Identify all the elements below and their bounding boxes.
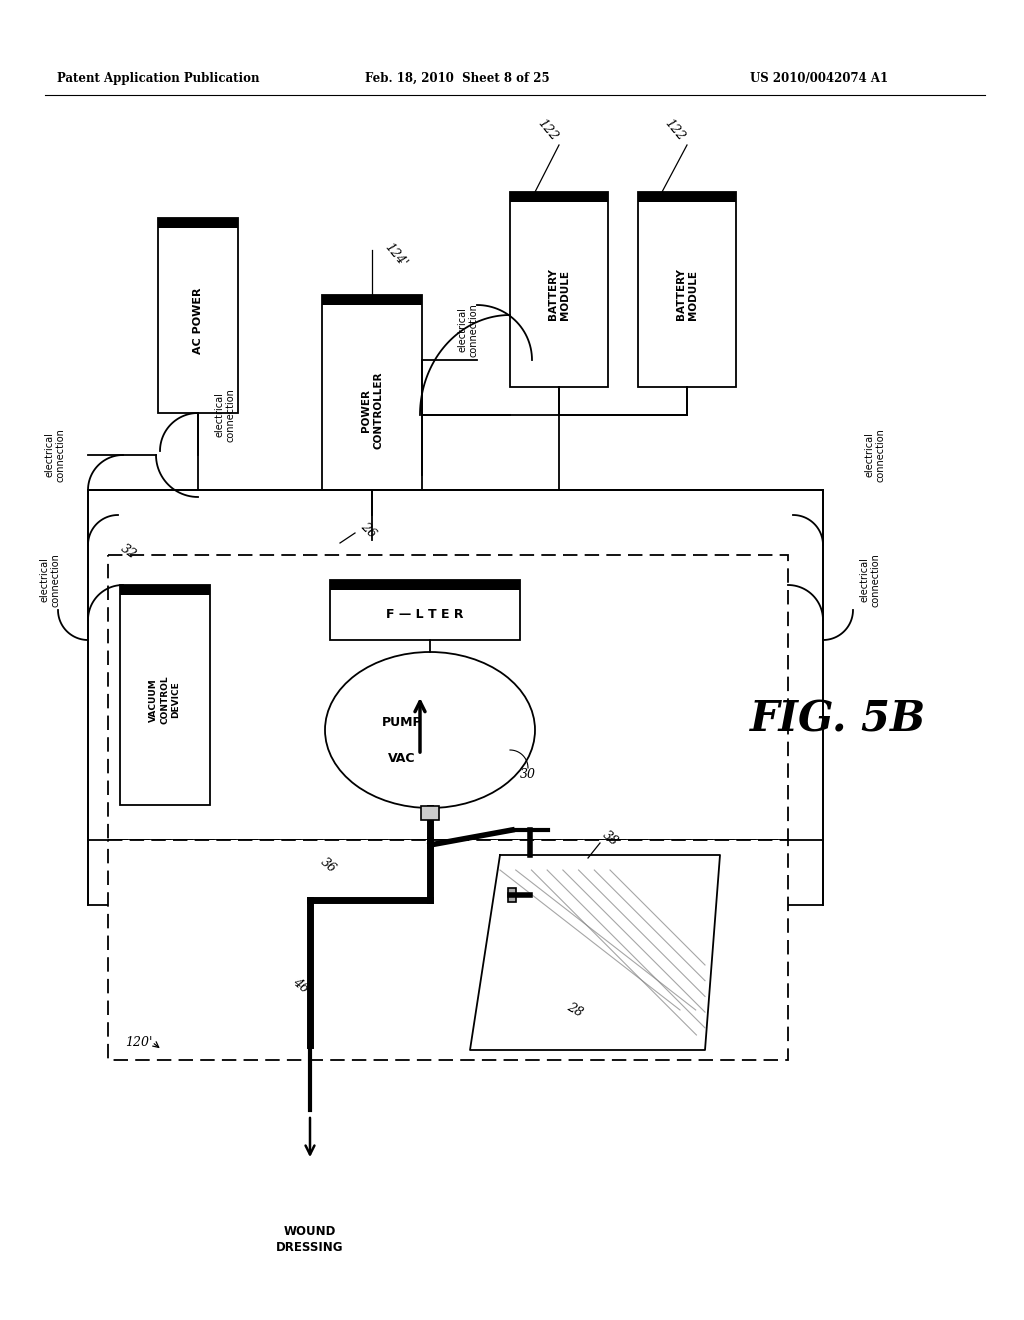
Text: electrical
connection: electrical connection	[39, 553, 60, 607]
Text: 122: 122	[536, 116, 561, 144]
Ellipse shape	[325, 652, 535, 808]
Text: 46: 46	[290, 975, 310, 995]
Bar	[322, 294, 422, 305]
Text: WOUND
DRESSING: WOUND DRESSING	[276, 1225, 344, 1254]
Bar	[638, 191, 736, 387]
Bar	[120, 585, 210, 595]
Bar	[108, 840, 788, 1060]
Text: AC POWER: AC POWER	[193, 288, 203, 354]
Bar	[322, 294, 422, 515]
Bar	[158, 218, 238, 413]
Bar	[108, 554, 788, 840]
Text: electrical
connection: electrical connection	[44, 428, 66, 482]
Text: electrical
connection: electrical connection	[859, 553, 881, 607]
Bar	[510, 191, 608, 387]
Text: VACUUM
CONTROL
DEVICE: VACUUM CONTROL DEVICE	[150, 676, 180, 725]
Text: electrical
connection: electrical connection	[214, 388, 236, 442]
Text: 124': 124'	[382, 240, 410, 269]
Text: BATTERY
MODULE: BATTERY MODULE	[548, 268, 570, 321]
Text: US 2010/0042074 A1: US 2010/0042074 A1	[750, 73, 888, 84]
Polygon shape	[470, 855, 720, 1049]
Text: POWER
CONTROLLER: POWER CONTROLLER	[360, 371, 383, 449]
Text: BATTERY
MODULE: BATTERY MODULE	[676, 268, 698, 321]
Text: 38: 38	[600, 828, 621, 849]
Text: 32: 32	[118, 543, 138, 562]
Bar	[330, 579, 520, 640]
Text: 30: 30	[520, 768, 536, 781]
Bar	[508, 888, 516, 902]
Text: electrical
connection: electrical connection	[457, 304, 479, 356]
Text: 36: 36	[318, 855, 339, 875]
Bar	[120, 585, 210, 805]
Bar	[88, 490, 823, 906]
Text: Patent Application Publication: Patent Application Publication	[57, 73, 259, 84]
Text: PUMP: PUMP	[382, 715, 422, 729]
Text: electrical
connection: electrical connection	[864, 428, 886, 482]
Bar	[638, 191, 736, 202]
Text: FIG. 5B: FIG. 5B	[750, 700, 926, 741]
Text: VAC: VAC	[388, 751, 416, 764]
Bar	[510, 191, 608, 202]
Text: 26: 26	[358, 520, 379, 540]
Text: F — L T E R: F — L T E R	[386, 609, 464, 622]
Text: 28: 28	[565, 1001, 586, 1019]
Bar	[330, 579, 520, 590]
Text: 120': 120'	[125, 1035, 152, 1048]
Bar	[158, 218, 238, 228]
Text: Feb. 18, 2010  Sheet 8 of 25: Feb. 18, 2010 Sheet 8 of 25	[365, 73, 550, 84]
Text: 122: 122	[663, 116, 688, 144]
Bar	[421, 807, 439, 820]
